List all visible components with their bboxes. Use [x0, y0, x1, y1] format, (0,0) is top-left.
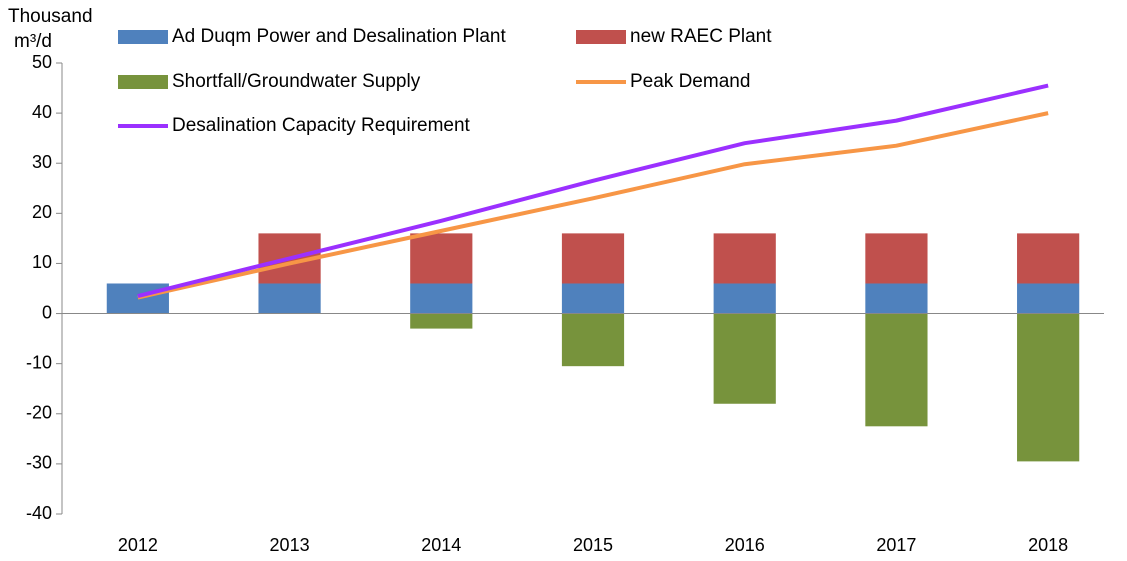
x-tick-label: 2017	[876, 535, 916, 555]
bar	[410, 233, 473, 284]
bar	[1017, 283, 1080, 314]
bar	[713, 283, 776, 314]
legend-label: Ad Duqm Power and Desalination Plant	[172, 26, 506, 47]
y-tick-label: -30	[26, 453, 52, 473]
legend-label: Shortfall/Groundwater Supply	[172, 71, 421, 92]
bar	[561, 313, 625, 367]
bar	[865, 313, 928, 427]
bar	[1017, 233, 1080, 284]
legend-swatch	[118, 30, 168, 44]
x-tick-label: 2018	[1028, 535, 1068, 555]
bar	[410, 313, 473, 329]
y-tick-label: -40	[26, 503, 52, 523]
line	[137, 83, 1049, 298]
y-tick-label: 50	[32, 52, 52, 72]
bar	[561, 233, 625, 284]
x-tick-label: 2013	[270, 535, 310, 555]
y-tick-label: 20	[32, 202, 52, 222]
y-axis-label: Thousand	[8, 6, 93, 27]
y-tick-label: 0	[42, 302, 52, 322]
x-tick-label: 2015	[573, 535, 613, 555]
bar	[713, 233, 776, 284]
legend-label: Peak Demand	[630, 71, 750, 92]
bar	[106, 283, 169, 314]
legend-label: new RAEC Plant	[630, 26, 772, 47]
bar	[865, 283, 928, 314]
bar	[410, 283, 473, 314]
line	[137, 111, 1049, 300]
x-tick-label: 2014	[421, 535, 461, 555]
bar	[713, 313, 776, 404]
x-tick-label: 2016	[725, 535, 765, 555]
bar	[258, 283, 321, 314]
legend-label: Desalination Capacity Requirement	[172, 115, 471, 136]
y-tick-label: 40	[32, 102, 52, 122]
y-axis-label: m³/d	[14, 31, 52, 52]
y-tick-label: 10	[32, 252, 52, 272]
y-tick-label: -10	[26, 352, 52, 372]
y-tick-label: -20	[26, 403, 52, 423]
bar	[1017, 313, 1080, 462]
bar	[865, 233, 928, 284]
legend-swatch	[576, 30, 626, 44]
legend-swatch	[118, 75, 168, 89]
x-tick-label: 2012	[118, 535, 158, 555]
y-tick-label: 30	[32, 152, 52, 172]
bar	[561, 283, 625, 314]
